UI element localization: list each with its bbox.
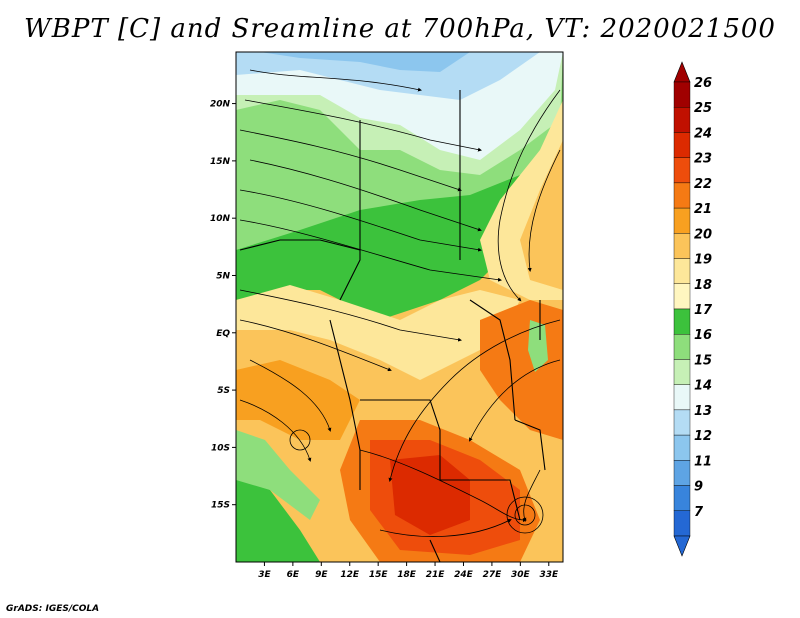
colorbar-label: 17 — [694, 303, 713, 318]
lon-label: 18E — [397, 570, 417, 580]
colorbar-label: 12 — [694, 429, 712, 444]
colorbar-label: 19 — [694, 253, 712, 268]
colorbar-box — [673, 258, 691, 284]
region-12 — [260, 52, 470, 72]
lon-label: 6E — [287, 570, 300, 580]
lat-label: 15S — [211, 501, 230, 511]
region-24 — [390, 455, 470, 535]
colorbar-box — [673, 283, 691, 310]
colorbar-labels: 26 25 24 23 22 21 20 19 18 17 16 15 14 13 12 11 9 7 — [694, 76, 713, 520]
lake-victoria — [528, 320, 548, 372]
colorbar-box — [673, 384, 691, 411]
region-16-sw — [236, 430, 320, 520]
colorbar-label: 14 — [694, 379, 712, 394]
colorbar-box — [673, 409, 691, 436]
colorbar-label: 18 — [694, 278, 712, 293]
colorbar-box — [673, 485, 691, 511]
colorbar-box — [673, 182, 691, 209]
colorbar-box — [673, 359, 691, 385]
lon-label: 21E — [426, 570, 446, 580]
lon-label: 27E — [483, 570, 503, 580]
colorbar-label: 23 — [694, 152, 712, 167]
region-19-center — [236, 285, 520, 380]
region-21-west — [236, 360, 360, 440]
lat-label: 10N — [210, 214, 231, 224]
longitude-axis: 3E 6E 9E 12E 15E 18E 21E 24E 27E 30E 33E — [258, 562, 559, 580]
lon-label: 24E — [454, 570, 474, 580]
lat-label: 15N — [210, 157, 231, 167]
map-field — [236, 52, 563, 562]
map-title: WBPT [C] and Sreamline at 700hPa, VT: 20… — [24, 14, 776, 44]
lat-label: 20N — [210, 100, 231, 110]
colorbar-label: 25 — [694, 101, 712, 116]
colorbar-label: 11 — [694, 454, 712, 469]
lat-label: EQ — [216, 329, 230, 339]
lon-label: 12E — [340, 570, 360, 580]
colorbar-box — [673, 107, 691, 133]
colorbar-bottom-arrow — [673, 535, 691, 557]
lon-label: 30E — [511, 570, 531, 580]
map-frame — [235, 51, 564, 563]
colorbar-label: 15 — [694, 353, 712, 368]
colorbar-label: 20 — [694, 227, 712, 242]
colorbar-label: 13 — [694, 404, 712, 419]
colorbar-box — [673, 334, 691, 360]
colorbar-label: 9 — [694, 480, 703, 495]
streamlines — [239, 69, 561, 537]
latitude-axis: 20N 15N 10N 5N EQ 5S 10S 15S — [210, 100, 236, 511]
lat-label: 5N — [216, 271, 230, 281]
colorbar-boxes — [673, 61, 691, 557]
colorbar-box — [673, 233, 691, 259]
grads-credit: GrADS: IGES/COLA — [6, 604, 100, 614]
colorbar-label: 21 — [694, 202, 712, 217]
lon-label: 33E — [539, 570, 559, 580]
region-17-sw — [236, 470, 320, 562]
lat-label: 5S — [217, 386, 230, 396]
lon-label: 15E — [369, 570, 389, 580]
colorbar-label: 16 — [694, 328, 712, 343]
colorbar-top-arrow — [673, 61, 691, 83]
colorbar-box — [673, 81, 691, 108]
colorbar-box — [673, 157, 691, 184]
lon-label: 3E — [258, 570, 271, 580]
colorbar-label: 7 — [694, 505, 704, 520]
lat-label: 10S — [211, 443, 230, 453]
colorbar-label: 24 — [694, 126, 712, 141]
region-20-east — [520, 140, 563, 290]
colorbar-box — [673, 510, 691, 537]
colorbar-box — [673, 207, 691, 234]
colorbar-box — [673, 434, 691, 461]
colorbar-label: 22 — [694, 177, 712, 192]
colorbar-label: 26 — [694, 76, 712, 91]
region-13 — [236, 52, 540, 100]
lon-label: 9E — [315, 570, 328, 580]
country-borders — [239, 90, 546, 562]
colorbar-box — [673, 132, 691, 158]
colorbar-box — [673, 308, 691, 335]
colorbar-box — [673, 460, 691, 486]
